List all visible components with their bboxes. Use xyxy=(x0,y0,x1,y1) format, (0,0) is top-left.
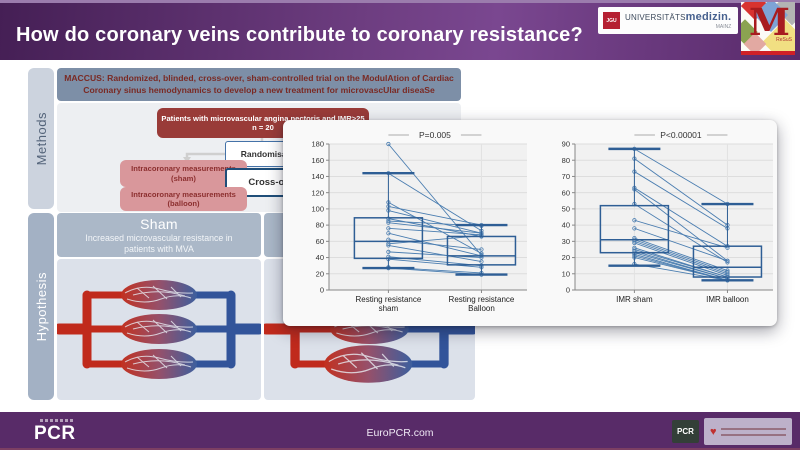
pcr-logo: PCR xyxy=(34,419,76,443)
methods-label-text: Methods xyxy=(33,111,49,166)
europcr-url: EuroPCR.com xyxy=(366,427,434,439)
svg-text:10: 10 xyxy=(562,269,570,278)
slide-footer xyxy=(0,412,800,450)
university-medizin-logo: JGU UNIVERSITÄTSmedizin. MAINZ xyxy=(598,7,738,34)
sham-panel-title: Sham xyxy=(140,215,178,232)
sham-panel-subtitle: Increased microvascular resistance in pa… xyxy=(85,232,233,254)
university-logo-text: UNIVERSITÄTSmedizin. MAINZ xyxy=(625,10,732,30)
patients-n: n = 20 xyxy=(252,123,274,132)
svg-text:40: 40 xyxy=(316,253,324,262)
svg-text:90: 90 xyxy=(562,140,570,149)
svg-text:30: 30 xyxy=(562,237,570,246)
partner-badge-text-lines xyxy=(720,427,786,436)
hypothesis-label-text: Hypothesis xyxy=(33,271,49,342)
patients-line1: Patients with microvascular angina pecto… xyxy=(161,113,365,123)
svg-text:100: 100 xyxy=(311,204,324,213)
svg-text:180: 180 xyxy=(311,140,324,149)
university-name: UNIVERSITÄTS xyxy=(625,12,686,22)
heart-icon: ♥ xyxy=(710,425,717,438)
sham-meas-line1: Intracoronary measurements xyxy=(131,164,236,174)
partner-badge: ♥ xyxy=(704,418,792,445)
balloon-meas-line1: Intracoronary measurements xyxy=(131,189,236,199)
svg-text:20: 20 xyxy=(562,253,570,262)
crossover-label: Cross-over xyxy=(248,176,299,188)
balloon-meas-line2: (balloon) xyxy=(167,199,200,208)
svg-text:Resting resistance: Resting resistance xyxy=(355,295,421,304)
svg-text:80: 80 xyxy=(562,156,570,165)
methods-section-label: Methods xyxy=(28,68,54,209)
svg-text:70: 70 xyxy=(562,172,570,181)
top-accent-strip xyxy=(0,0,800,3)
slide-title: How do coronary veins contribute to coro… xyxy=(16,24,583,46)
svg-text:P<0.00001: P<0.00001 xyxy=(660,130,702,140)
svg-text:60: 60 xyxy=(316,237,324,246)
svg-text:0: 0 xyxy=(566,286,570,295)
svg-text:Balloon: Balloon xyxy=(468,304,495,313)
maccus-banner-line2: Coronary sinus hemodynamics to develop a… xyxy=(83,84,435,95)
svg-text:P=0.005: P=0.005 xyxy=(419,130,451,140)
svg-text:160: 160 xyxy=(311,156,324,165)
microvasculature-image xyxy=(57,279,261,380)
svg-text:0: 0 xyxy=(320,286,324,295)
boxplot-resting-resistance: 0 20 40 60 80 100 120 140 160 180 P=0.005 Resting r… xyxy=(299,124,531,322)
svg-text:20: 20 xyxy=(316,269,324,278)
svg-text:140: 140 xyxy=(311,172,324,181)
m-logo-letter: M xyxy=(749,2,790,44)
sham-vasculature-illustration xyxy=(57,259,261,400)
randomisation-label: Randomisation xyxy=(240,148,303,159)
maccus-banner-line1: MACCUS: Randomized, blinded, cross-over,… xyxy=(64,73,454,84)
flow-box-balloon-measurements: Intracoronary measurements (balloon) xyxy=(120,187,247,211)
m-trial-logo: M ReSuS xyxy=(741,2,795,55)
pcr-logo-microtext xyxy=(40,419,74,422)
university-name-bold: medizin. xyxy=(685,10,732,23)
hypothesis-section-label: Hypothesis xyxy=(28,213,54,400)
sham-panel-header: Sham Increased microvascular resistance … xyxy=(57,213,261,257)
svg-text:sham: sham xyxy=(379,304,399,313)
svg-text:60: 60 xyxy=(562,188,570,197)
sham-meas-line2: (sham) xyxy=(171,173,196,183)
svg-text:40: 40 xyxy=(562,221,570,230)
results-overlay-panel: 0 20 40 60 80 100 120 140 160 180 P=0.005 Resting r… xyxy=(283,120,777,326)
university-city: MAINZ xyxy=(715,23,732,30)
svg-text:50: 50 xyxy=(562,204,570,213)
boxplot-imr: 0 10 20 30 40 50 60 70 80 90 P<0.00001 IMR sham IMR … xyxy=(545,124,777,322)
jgu-logo-icon: JGU xyxy=(603,12,620,29)
svg-text:120: 120 xyxy=(311,188,324,197)
pcr-badge: PCR xyxy=(672,420,699,443)
maccus-trial-banner: MACCUS: Randomized, blinded, cross-over,… xyxy=(57,68,461,101)
svg-text:80: 80 xyxy=(316,221,324,230)
svg-text:Resting resistance: Resting resistance xyxy=(449,295,515,304)
pcr-logo-text: PCR xyxy=(34,423,76,444)
m-logo-subtext: ReSuS xyxy=(776,37,792,43)
bottom-accent-strip xyxy=(0,448,800,450)
svg-text:IMR sham: IMR sham xyxy=(616,295,653,304)
svg-text:IMR balloon: IMR balloon xyxy=(706,295,749,304)
